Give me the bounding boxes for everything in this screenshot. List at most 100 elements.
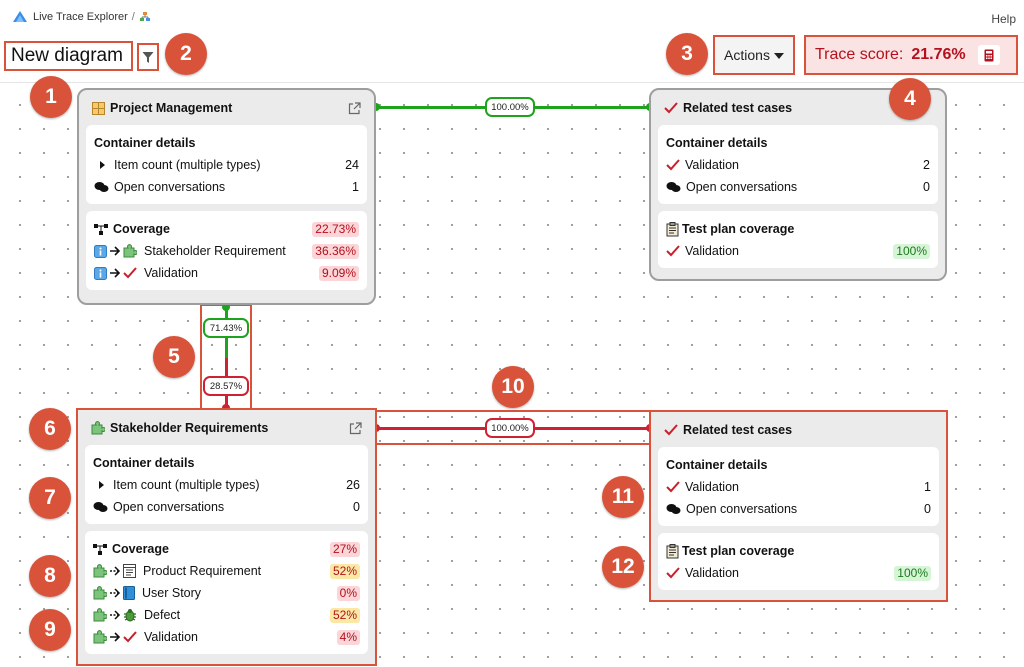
row-value: 26	[346, 478, 360, 492]
puzzle-icon	[93, 630, 107, 644]
row-label: Item count (multiple types)	[113, 478, 260, 492]
actions-button[interactable]: Actions	[713, 35, 795, 75]
chevron-right-icon[interactable]	[99, 481, 104, 489]
coverage-row[interactable]: Stakeholder Requirement 36.36%	[94, 240, 359, 262]
puzzle-icon	[93, 586, 107, 600]
breadcrumb-separator: /	[131, 11, 135, 23]
callout-badge: 4	[889, 78, 931, 120]
link-coverage-label[interactable]: 100.00%	[485, 418, 535, 438]
help-link[interactable]: Help	[991, 12, 1016, 26]
coverage-row[interactable]: Product Requirement 52%	[93, 560, 360, 582]
diagram-name-field[interactable]: New diagram	[4, 41, 133, 71]
callout-badge: 11	[602, 476, 644, 518]
coverage-header: Coverage 22.73%	[94, 218, 359, 240]
coverage-row[interactable]: Validation 9.09%	[94, 262, 359, 284]
link-coverage-label[interactable]: 100.00%	[485, 97, 535, 117]
arrow-icon	[109, 632, 121, 642]
row-label: Validation	[685, 566, 739, 580]
conversations-row: Open conversations 0	[666, 176, 930, 198]
row-value: 0	[353, 500, 360, 514]
panel-title: Container details	[93, 456, 195, 470]
coverage-panel: Coverage 22.73% Stakeholder Requirement …	[86, 211, 367, 290]
conversations-row: Open conversations 0	[93, 496, 360, 518]
check-icon	[666, 567, 680, 579]
callout-badge: 7	[29, 477, 71, 519]
plan-row[interactable]: Validation 100%	[666, 562, 931, 584]
row-label: Validation	[685, 480, 739, 494]
test-plan-title: Test plan coverage	[682, 544, 795, 558]
dashed-arrow-icon	[109, 566, 121, 576]
callout-badge: 1	[30, 76, 72, 118]
panel-title: Container details	[666, 136, 768, 150]
external-link-icon[interactable]	[348, 101, 361, 115]
chat-icon	[93, 501, 108, 513]
check-icon	[666, 481, 680, 493]
link-coverage-label[interactable]: 71.43%	[203, 318, 249, 338]
link-endpoint	[222, 303, 230, 311]
node-project-management[interactable]: Project Management Container details Ite…	[77, 88, 376, 305]
diagram-icon[interactable]	[139, 11, 151, 23]
plan-row[interactable]: Validation 100%	[666, 240, 930, 262]
coverage-row[interactable]: User Story 0%	[93, 582, 360, 604]
row-percent: 100%	[894, 565, 931, 581]
actions-label: Actions	[724, 47, 770, 63]
item-count-row[interactable]: Item count (multiple types) 24	[94, 154, 359, 176]
node-title: Related test cases	[683, 423, 793, 437]
dashed-arrow-icon	[109, 610, 121, 620]
grid-icon	[92, 101, 105, 115]
node-title: Stakeholder Requirements	[110, 421, 269, 435]
conversations-row: Open conversations 0	[666, 498, 931, 520]
callout-badge: 6	[29, 408, 71, 450]
external-link-icon[interactable]	[349, 421, 362, 435]
row-percent: 4%	[336, 629, 360, 645]
row-value: 1	[924, 480, 931, 494]
coverage-row[interactable]: Defect 52%	[93, 604, 360, 626]
node-stakeholder-requirements[interactable]: Stakeholder Requirements Container detai…	[76, 408, 377, 666]
container-details-panel: Container details Validation 1 Open conv…	[658, 447, 939, 526]
coverage-percent: 22.73%	[312, 221, 359, 237]
node-header: Project Management	[86, 98, 367, 118]
book-icon	[123, 586, 135, 600]
container-details-panel: Container details Item count (multiple t…	[85, 445, 368, 524]
trace-score-value: 21.76%	[911, 46, 966, 63]
arrow-icon	[109, 246, 121, 256]
test-plan-icon	[666, 221, 680, 237]
app-title[interactable]: Live Trace Explorer	[33, 11, 128, 23]
node-header: Related test cases	[658, 98, 938, 118]
node-related-test-cases[interactable]: Related test cases Container details Val…	[649, 88, 947, 281]
filter-button[interactable]	[137, 43, 159, 71]
conversations-row: Open conversations 1	[94, 176, 359, 198]
row-percent: 52%	[329, 563, 360, 579]
row-label: Stakeholder Requirement	[144, 244, 286, 258]
chat-icon	[666, 181, 681, 193]
info-icon	[94, 244, 107, 258]
check-icon	[123, 631, 137, 643]
hierarchy-icon	[93, 543, 107, 555]
panel-title: Test plan coverage	[666, 218, 930, 240]
validation-row: Validation 1	[666, 476, 931, 498]
container-details-panel: Container details Item count (multiple t…	[86, 125, 367, 204]
row-label: Open conversations	[113, 500, 225, 514]
node-title: Related test cases	[683, 101, 793, 115]
coverage-row[interactable]: Validation 4%	[93, 626, 360, 648]
link-coverage-label[interactable]: 28.57%	[203, 376, 249, 396]
calculator-icon[interactable]	[977, 45, 1000, 65]
node-related-test-cases[interactable]: Related test cases Container details Val…	[649, 410, 948, 602]
check-icon	[666, 159, 680, 171]
arrow-icon	[109, 268, 121, 278]
row-label: Item count (multiple types)	[114, 158, 261, 172]
chat-icon	[94, 181, 109, 193]
row-percent: 0%	[336, 585, 360, 601]
row-value: 2	[923, 158, 930, 172]
chevron-right-icon[interactable]	[100, 161, 105, 169]
panel-title: Test plan coverage	[666, 540, 931, 562]
puzzle-icon	[123, 244, 137, 258]
item-count-row[interactable]: Item count (multiple types) 26	[93, 474, 360, 496]
puzzle-icon	[91, 421, 105, 435]
row-percent: 36.36%	[312, 243, 359, 259]
callout-badge: 12	[602, 546, 644, 588]
node-title: Project Management	[110, 101, 233, 115]
puzzle-icon	[93, 608, 107, 622]
coverage-header: Coverage 27%	[93, 538, 360, 560]
row-percent: 52%	[329, 607, 360, 623]
